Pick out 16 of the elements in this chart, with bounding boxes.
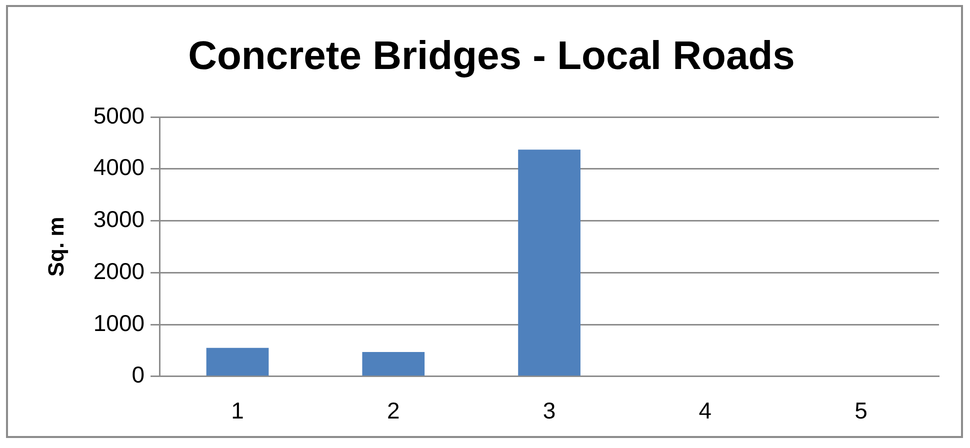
y-tick-label: 5000	[93, 102, 145, 128]
x-tick-label: 5	[854, 398, 868, 424]
y-tick-label: 3000	[93, 206, 145, 232]
x-tick-label: 2	[387, 398, 400, 424]
bar	[362, 352, 425, 376]
y-tick-label: 1000	[93, 310, 145, 336]
y-tick-label: 2000	[93, 258, 145, 284]
x-tick-label: 3	[542, 398, 556, 424]
y-axis-title: Sq. m	[43, 216, 68, 277]
y-tick-label: 4000	[93, 154, 145, 180]
chart-title: Concrete Bridges - Local Roads	[188, 34, 795, 78]
bar	[206, 348, 269, 376]
y-tick-label: 0	[132, 362, 145, 388]
x-tick-label: 4	[698, 398, 712, 424]
bar	[518, 150, 580, 376]
x-tick-label: 1	[231, 398, 244, 424]
